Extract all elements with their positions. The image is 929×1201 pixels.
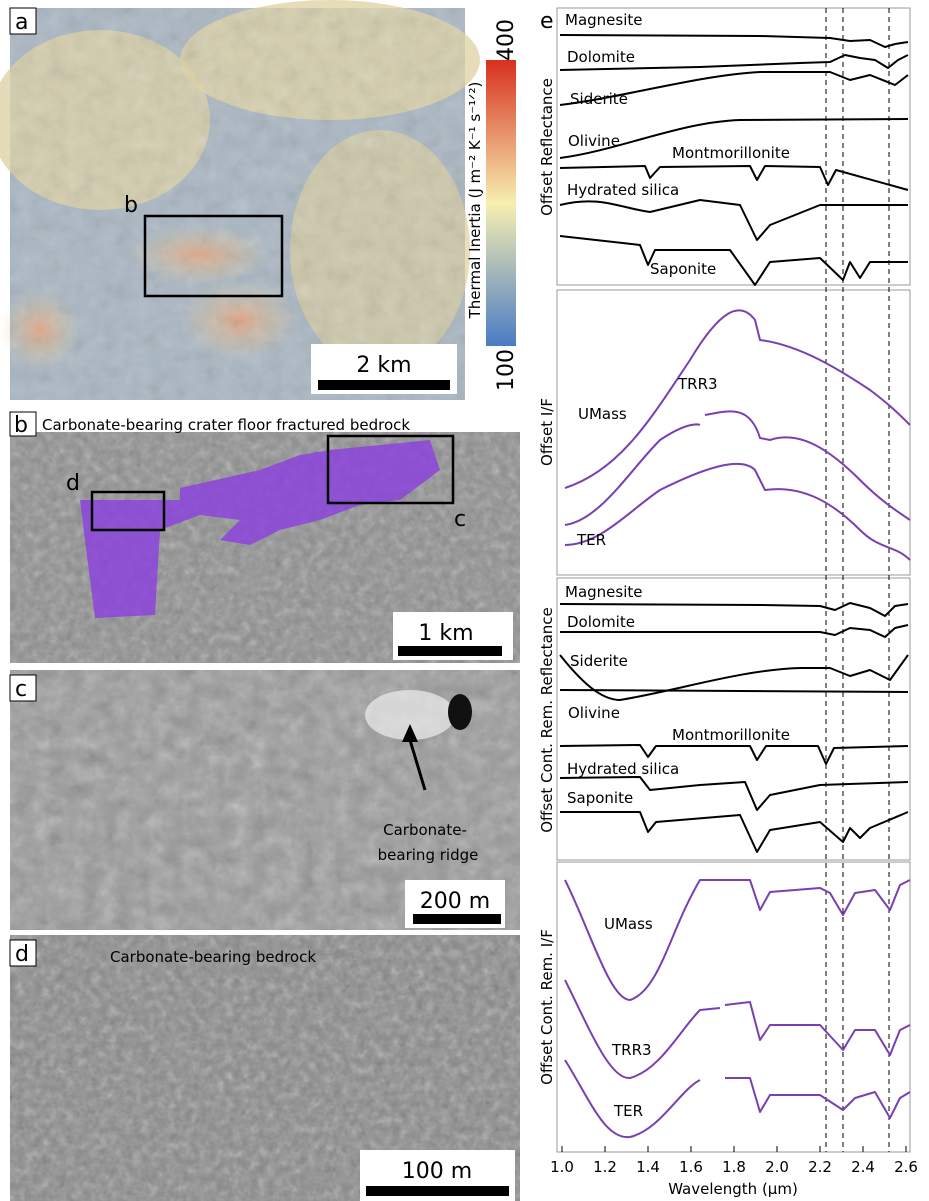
curve-label: Hydrated silica [567,760,679,778]
x-tick-label: 1.8 [722,1158,746,1176]
annotation: bearing ridge [378,846,479,864]
panel-label: e [540,9,554,34]
scale-label: 1 km [418,621,473,646]
figure: b a 2 km 400 100 Thermal Inertia (J m⁻² … [0,0,929,1201]
spectrum [565,980,910,1078]
scale-bar [413,914,501,924]
x-tick-label: 2.2 [808,1158,832,1176]
x-tick-label: 1.4 [636,1158,660,1176]
panel-d: d Carbonate-bearing bedrock 100 m [10,935,520,1201]
y-label: Offset Cont. Rem. I/F [538,929,556,1085]
scale-bar [366,1186,509,1196]
curve-label: TRR3 [611,1041,652,1059]
x-tick-label: 2.0 [765,1158,789,1176]
spectrum [560,236,908,285]
curve-label: Dolomite [567,48,635,66]
panel-a: b a 2 km 400 100 Thermal Inertia (J m⁻² … [0,0,519,400]
map-texture [10,8,465,400]
y-label: Offset Cont. Rem. Reflectance [538,607,556,833]
curve-label: Montmorillonite [672,726,790,744]
x-tick-label: 2.6 [894,1158,918,1176]
x-tick-label: 2.4 [851,1158,875,1176]
curve-label: Olivine [568,132,620,150]
curve-label: Saponite [650,260,716,278]
spectrum [560,35,908,47]
curve-label: TER [576,531,606,549]
scale-label: 100 m [402,1159,472,1184]
panel-label: a [15,10,28,35]
curve-label: Siderite [570,90,628,108]
plot-box [557,290,910,575]
curve-label: Hydrated silica [567,181,679,199]
spectrum [565,411,910,525]
spectrum [560,200,908,240]
panel-label: d [15,942,29,967]
y-label: Offset I/F [538,398,556,466]
plot-box [557,862,910,1152]
spectrum [560,690,908,692]
spectrum [565,310,910,488]
panel-label: c [15,677,27,702]
spectrum [560,812,908,852]
colorbar-title: Thermal Inertia (J m⁻² K⁻¹ s⁻¹ᐟ²) [466,82,484,320]
inset-label: c [454,507,466,532]
spectrum [565,880,910,1000]
colorbar [486,60,516,346]
curve-label: Dolomite [567,613,635,631]
scale-bar [398,646,502,656]
curve-label: Magnesite [565,583,642,601]
curve-label: UMass [578,405,627,423]
curve-label: UMass [604,915,653,933]
curve-label: Montmorillonite [672,144,790,162]
curve-label: Saponite [567,789,633,807]
panel-e: e Offset Reflectance Offset I/F Offset C… [538,8,918,1198]
scale-label: 200 m [420,889,490,914]
ridge-shadow [448,694,472,730]
inset-label: b [124,193,138,218]
panel-c: Carbonate- bearing ridge c 200 m [10,670,520,930]
x-tick-label: 1.2 [593,1158,617,1176]
scale-label: 2 km [356,353,411,378]
panel-b: d c b Carbonate-bearing crater floor fra… [10,412,520,663]
x-tick-label: 1.0 [550,1158,574,1176]
colorbar-min: 100 [494,349,519,391]
y-label: Offset Reflectance [538,78,556,216]
panel-title: Carbonate-bearing crater floor fractured… [42,416,410,434]
annotation: Carbonate- [383,821,467,839]
x-tick-label: 1.6 [679,1158,703,1176]
x-label: Wavelength (µm) [668,1180,798,1198]
curve-label: TER [613,1102,643,1120]
scale-bar [318,380,450,390]
curve-label: Magnesite [565,11,642,29]
colorbar-max: 400 [494,19,519,61]
inset-label: d [66,471,80,496]
curve-label: Olivine [568,704,620,722]
panel-title: Carbonate-bearing bedrock [110,948,316,966]
panel-label: b [14,413,28,438]
curve-label: TRR3 [677,375,718,393]
curve-label: Siderite [570,652,628,670]
